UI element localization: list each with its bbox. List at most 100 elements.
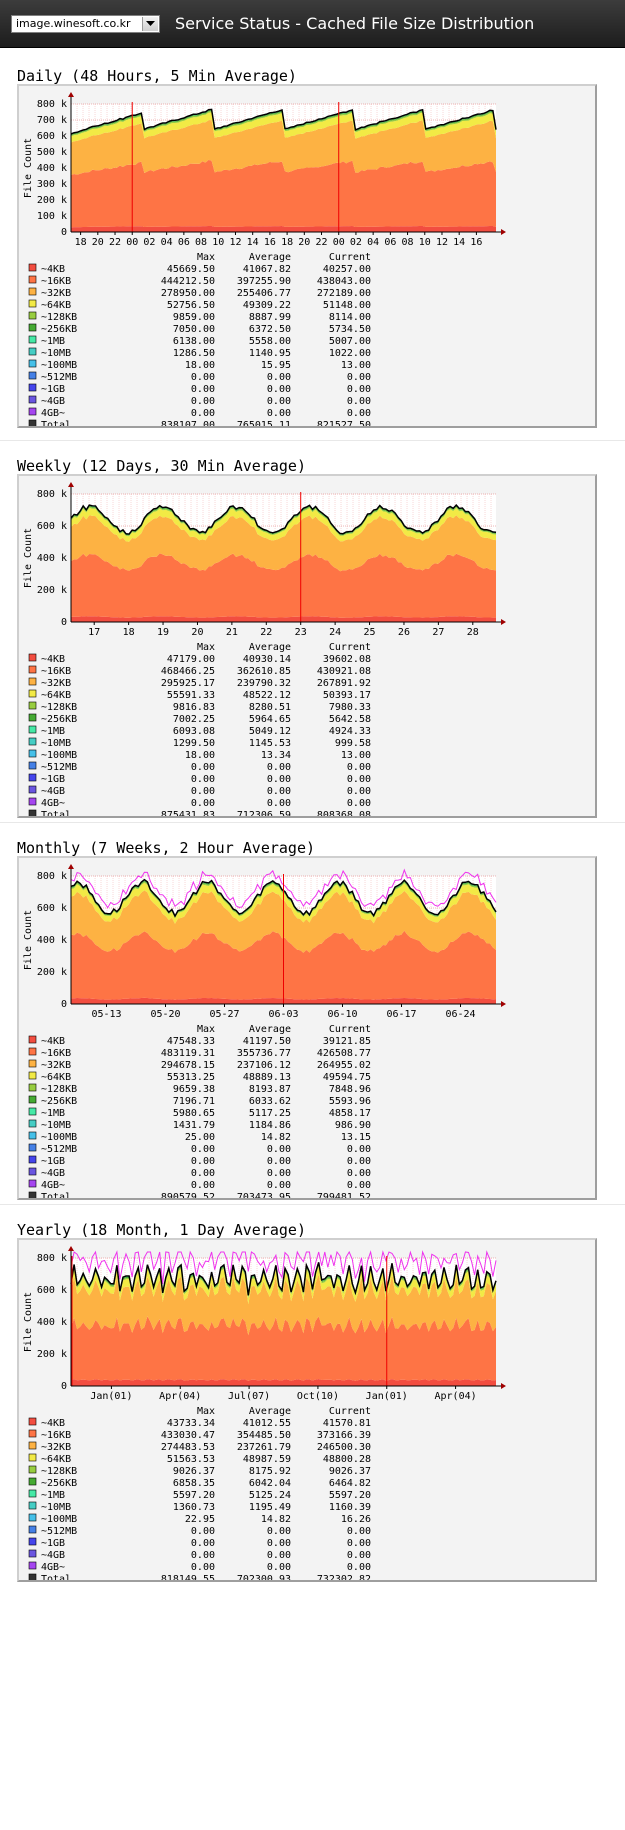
legend-column-header: Max (197, 1024, 215, 1035)
legend-column-header: Current (329, 1406, 371, 1417)
series-area-3 (71, 515, 496, 572)
legend-swatch (28, 1107, 37, 1116)
x-tick-label: 23 (295, 627, 307, 638)
legend-average-value: 362610.85 (237, 666, 291, 677)
legend-series-name: ~10MB (41, 1502, 71, 1513)
legend-swatch (28, 725, 37, 734)
legend-series-name: ~16KB (41, 1430, 71, 1441)
legend-max-value: 433030.47 (161, 1430, 215, 1441)
legend-current-value: 808368.08 (317, 810, 371, 816)
legend-average-value: 8280.51 (249, 702, 291, 713)
x-tick-label: 00 (333, 237, 345, 248)
legend-average-value: 237261.79 (237, 1442, 291, 1453)
x-tick-label: 16 (264, 237, 276, 248)
legend-max-value: 1360.73 (173, 1502, 215, 1513)
legend-average-value: 0.00 (267, 396, 291, 407)
legend-current-value: 9026.37 (329, 1466, 371, 1477)
x-tick-label: 02 (143, 237, 155, 248)
section-heading: Yearly (18 Month, 1 Day Average) (17, 1221, 306, 1239)
legend-series-name: ~1MB (41, 1108, 65, 1119)
legend-average-value: 15.95 (261, 360, 291, 371)
legend-swatch (28, 395, 37, 404)
x-tick-label: 25 (364, 627, 376, 638)
series-area-4 (71, 882, 496, 924)
legend-swatch (28, 1513, 37, 1522)
legend-average-value: 5125.24 (249, 1490, 291, 1501)
host-select[interactable]: image.winesoft.co.kr (11, 15, 160, 33)
x-tick-label: 22 (260, 627, 272, 638)
legend-average-value: 255406.77 (237, 288, 291, 299)
page-title: Service Status - Cached File Size Distri… (175, 14, 535, 33)
x-tick-label: Jan(01) (366, 1391, 408, 1402)
legend-max-value: 890579.52 (161, 1192, 215, 1198)
legend-current-value: 5734.50 (329, 324, 371, 335)
legend-swatch (28, 737, 37, 746)
legend-series-name: ~32KB (41, 288, 71, 299)
legend-current-value: 8114.00 (329, 312, 371, 323)
legend-average-value: 0.00 (267, 1538, 291, 1549)
y-tick-label: 700 k (37, 115, 67, 126)
legend-max-value: 55313.25 (167, 1072, 215, 1083)
total-line (70, 108, 497, 135)
legend-current-value: 430921.08 (317, 666, 371, 677)
legend-swatch (28, 677, 37, 686)
legend-current-value: 999.58 (335, 738, 371, 749)
legend-max-value: 6858.35 (173, 1478, 215, 1489)
legend-swatch (28, 335, 37, 344)
legend-series-name: ~100MB (41, 1132, 77, 1143)
legend-swatch (28, 701, 37, 710)
legend-max-value: 0.00 (191, 762, 215, 773)
legend-current-value: 264955.02 (317, 1060, 371, 1071)
legend-current-value: 5007.00 (329, 336, 371, 347)
legend-swatch (28, 299, 37, 308)
x-tick-label: 18 (123, 627, 135, 638)
chevron-down-icon[interactable] (142, 17, 158, 31)
series-area-3 (71, 120, 496, 175)
legend-series-name: ~4KB (41, 1418, 65, 1429)
legend-max-value: 25.00 (185, 1132, 215, 1143)
legend-series-name: ~256KB (41, 714, 77, 725)
legend-max-value: 47179.00 (167, 654, 215, 665)
x-tick-label: 14 (247, 237, 259, 248)
legend-series-name: ~1GB (41, 1538, 65, 1549)
legend-average-value: 1145.53 (249, 738, 291, 749)
y-tick-label: 0 (61, 617, 67, 628)
total-line (70, 503, 497, 535)
x-tick-label: 14 (453, 237, 465, 248)
legend-series-name: ~16KB (41, 276, 71, 287)
legend-current-value: 0.00 (347, 786, 371, 797)
series-area-4 (71, 507, 496, 542)
legend-series-name: ~10MB (41, 348, 71, 359)
legend-swatch (28, 311, 37, 320)
legend-average-value: 8175.92 (249, 1466, 291, 1477)
graph-frame: 0 200 k 400 k 600 k 800 k Jan(01) Apr(04) Jul(0… (17, 1238, 597, 1582)
legend-max-value: 0.00 (191, 786, 215, 797)
legend-swatch (28, 1095, 37, 1104)
legend-average-value: 0.00 (267, 384, 291, 395)
legend-swatch (28, 1131, 37, 1140)
stacked-area-chart: 0 200 k 400 k 600 k 800 k Jan(01) Apr(04) Jul(0… (23, 1246, 506, 1580)
legend-average-value: 1184.86 (249, 1120, 291, 1131)
x-axis-arrow (501, 229, 506, 235)
x-tick-label: 22 (109, 237, 121, 248)
legend-current-value: 51148.00 (323, 300, 371, 311)
legend-series-name: ~256KB (41, 1096, 77, 1107)
legend-current-value: 821527.50 (317, 420, 371, 426)
legend-column-header: Current (329, 642, 371, 653)
y-tick-label: 300 k (37, 179, 67, 190)
total-line (70, 1262, 497, 1296)
legend-series-name: ~128KB (41, 1084, 77, 1095)
x-axis-arrow (501, 1383, 506, 1389)
legend-series-name: ~32KB (41, 1442, 71, 1453)
x-tick-label: Apr(04) (435, 1391, 477, 1402)
legend-average-value: 6042.04 (249, 1478, 291, 1489)
x-tick-label: Oct(10) (297, 1391, 339, 1402)
legend-series-name: ~16KB (41, 666, 71, 677)
legend-current-value: 5597.20 (329, 1490, 371, 1501)
y-tick-label: 0 (61, 227, 67, 238)
stacked-area-chart: 0 200 k 400 k 600 k 800 k 05-13 05-20 05-27 06-0… (23, 864, 506, 1198)
legend-current-value: 0.00 (347, 1156, 371, 1167)
legend-current-value: 986.90 (335, 1120, 371, 1131)
legend-swatch (28, 1143, 37, 1152)
host-select-value: image.winesoft.co.kr (16, 17, 131, 30)
